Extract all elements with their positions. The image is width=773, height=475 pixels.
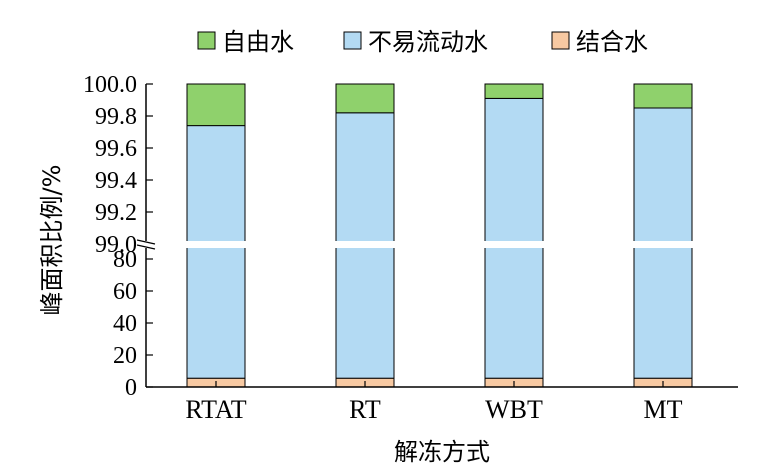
legend-label: 自由水 xyxy=(222,28,294,56)
legend-label: 结合水 xyxy=(576,28,648,56)
y-tick-label: 99.8 xyxy=(95,104,137,130)
bars xyxy=(186,83,693,388)
legend-swatch xyxy=(197,31,216,50)
bar-segment xyxy=(186,125,246,379)
x-tick-label: RT xyxy=(349,395,381,424)
y-tick-label: 99.4 xyxy=(95,168,137,194)
x-axis-label: 解冻方式 xyxy=(394,438,490,466)
y-tick-label: 0 xyxy=(125,375,137,401)
legend: 自由水 不易流动水 结合水 xyxy=(197,28,648,56)
y-tick-label: 99.6 xyxy=(95,136,137,162)
axis-break-mark xyxy=(136,239,156,250)
legend-swatch xyxy=(551,31,570,50)
axes xyxy=(145,84,738,388)
bar-segment xyxy=(484,97,544,379)
x-ticks: RTAT RT WBT MT xyxy=(185,381,683,424)
y-tick-label: 20 xyxy=(113,343,137,369)
y-tick-label: 100.0 xyxy=(83,72,137,98)
bar-segment xyxy=(335,83,395,114)
x-tick-label: RTAT xyxy=(185,395,246,424)
y-tick-label: 99.2 xyxy=(95,200,137,226)
y-tick-label: 40 xyxy=(113,311,137,337)
axis-break-gap xyxy=(140,241,738,248)
y-tick-label: 80 xyxy=(113,247,137,273)
legend-swatch xyxy=(343,31,362,50)
bar-segment xyxy=(186,83,246,127)
y-tick-label: 60 xyxy=(113,279,137,305)
x-tick-label: MT xyxy=(644,395,683,424)
bar-segment xyxy=(633,83,693,109)
y-axis-label: 峰面积比例/% xyxy=(38,165,66,316)
x-tick-label: WBT xyxy=(485,395,543,424)
y-tick-label: 99.0 xyxy=(95,232,137,258)
legend-label: 不易流动水 xyxy=(368,28,488,56)
bar-segment xyxy=(484,83,544,99)
